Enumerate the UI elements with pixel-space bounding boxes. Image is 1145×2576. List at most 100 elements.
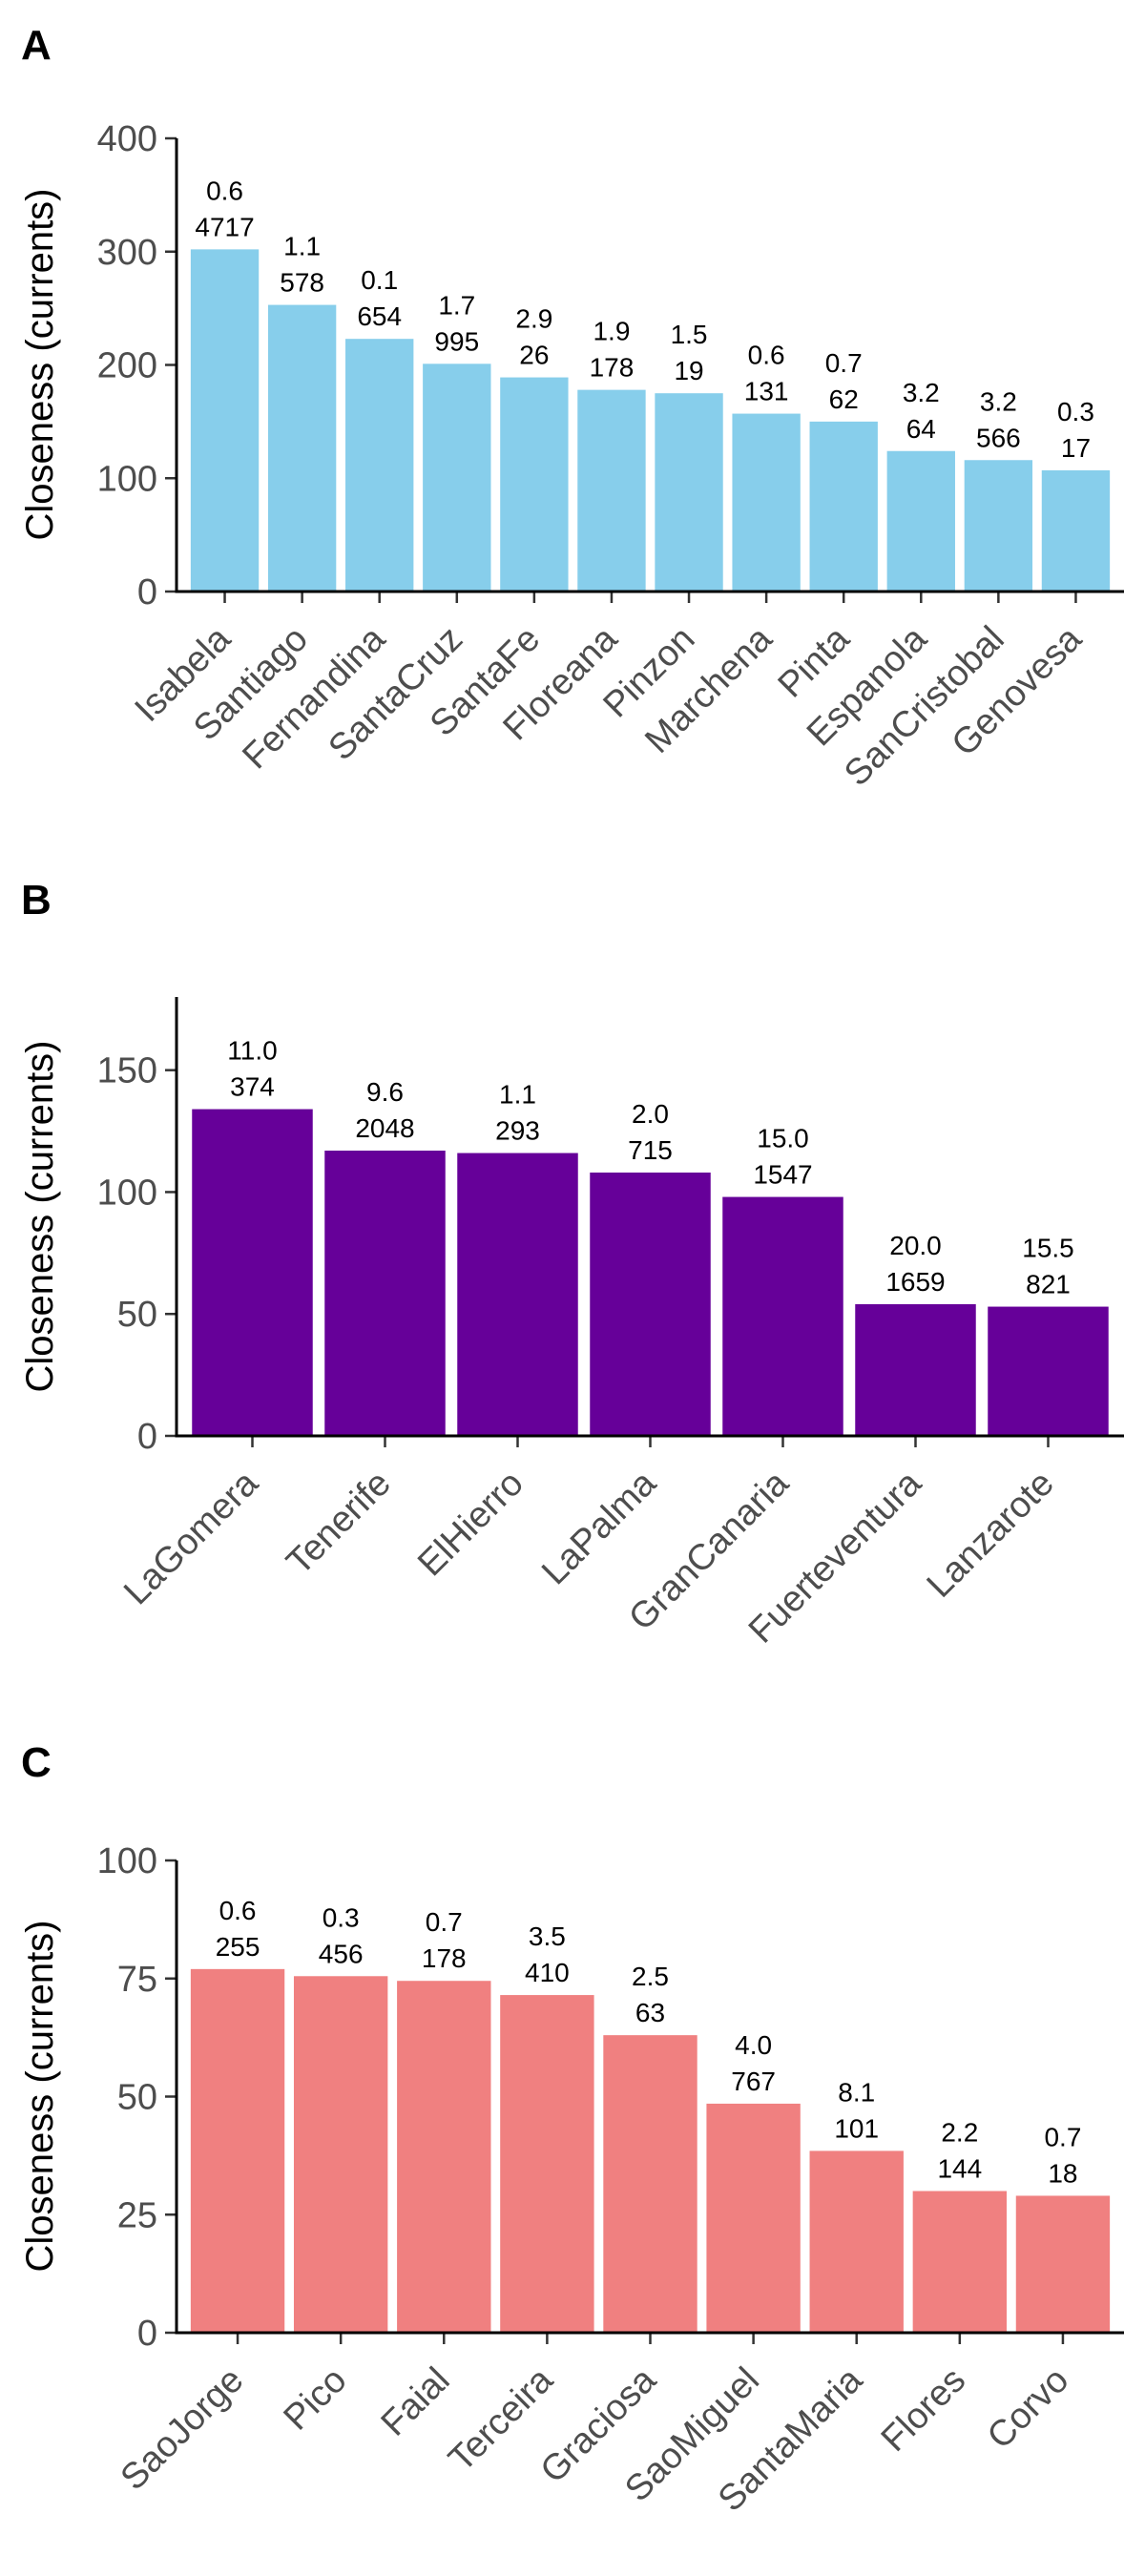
bar-label-top: 1.5	[671, 320, 708, 349]
y-tick-label: 150	[97, 1051, 157, 1091]
bar-label-top: 11.0	[227, 1036, 277, 1066]
bar-label-bottom: 374	[230, 1072, 275, 1102]
x-tick-label: LaGomera	[116, 1463, 266, 1612]
panel-letter: C	[21, 1739, 52, 1786]
bar-label-top: 15.0	[757, 1124, 809, 1153]
bar-label-top: 0.7	[426, 1907, 463, 1937]
bar-label-bottom: 767	[731, 2067, 776, 2096]
x-tick-label: Pico	[277, 2360, 355, 2439]
bar	[345, 339, 414, 592]
y-tick-label: 100	[97, 459, 157, 499]
bar-label-top: 0.6	[748, 341, 785, 370]
bar-label-bottom: 4717	[195, 212, 254, 241]
y-tick-label: 200	[97, 346, 157, 386]
y-tick-label: 0	[137, 2314, 157, 2354]
bar	[809, 421, 878, 592]
bar-label-top: 9.6	[366, 1077, 404, 1107]
bar-label-bottom: 293	[495, 1116, 540, 1146]
bar-label-bottom: 62	[829, 384, 859, 414]
y-tick-label: 0	[137, 1417, 157, 1457]
x-tick-label: Lanzarote	[920, 1464, 1062, 1606]
x-tick-label: Faial	[374, 2360, 458, 2444]
bar-label-bottom: 101	[834, 2113, 879, 2143]
bar	[1041, 469, 1111, 592]
y-tick-label: 400	[97, 119, 157, 159]
bar	[293, 1976, 388, 2333]
bar-label-bottom: 1547	[753, 1160, 812, 1190]
panel-letter: B	[21, 877, 52, 924]
bar-label-top: 0.3	[323, 1902, 360, 1932]
bar-label-bottom: 26	[519, 341, 549, 370]
bar	[912, 2191, 1008, 2333]
x-tick-label: LaPalma	[534, 1463, 664, 1592]
y-tick-label: 100	[97, 1841, 157, 1881]
bar-label-bottom: 178	[422, 1943, 467, 1973]
x-tick-label: Flores	[874, 2360, 973, 2460]
bar	[988, 1306, 1109, 1436]
bar-label-top: 0.7	[825, 348, 863, 378]
bar-label-bottom: 131	[744, 377, 789, 406]
bar	[722, 1196, 843, 1436]
x-tick-label: Tenerife	[280, 1464, 399, 1583]
bar-label-top: 3.2	[980, 386, 1017, 416]
y-tick-label: 50	[117, 2078, 157, 2118]
bar-label-top: 2.0	[632, 1099, 669, 1129]
bar	[397, 1981, 491, 2333]
bar-label-top: 1.1	[499, 1080, 536, 1110]
y-axis-title: Closeness (currents)	[19, 1040, 61, 1392]
y-tick-label: 75	[117, 1960, 157, 2000]
bar-label-top: 0.1	[361, 265, 398, 295]
x-tick-label: Corvo	[980, 2360, 1076, 2457]
bar-label-top: 8.1	[838, 2077, 875, 2107]
bar-label-bottom: 18	[1048, 2158, 1077, 2188]
bar	[706, 2103, 801, 2333]
bar-label-top: 2.5	[632, 1962, 669, 1991]
bar-label-top: 0.6	[206, 176, 243, 205]
panel-b: B 11.0 374 LaGomera 9.6 2048 Tenerife 1.1 293 ElH…	[19, 877, 1124, 1652]
y-axis-title: Closeness (currents)	[19, 1920, 61, 2272]
bar	[655, 393, 723, 592]
bar	[1015, 2195, 1111, 2333]
bar-label-top: 0.3	[1057, 397, 1094, 426]
bar	[809, 2150, 904, 2333]
bar-label-top: 4.0	[735, 2030, 772, 2060]
bar	[267, 304, 337, 592]
bar-label-bottom: 63	[635, 1998, 665, 2027]
bar	[590, 1173, 711, 1436]
bar-label-top: 0.6	[219, 1896, 257, 1925]
bar-label-bottom: 19	[674, 356, 703, 385]
x-tick-label: SaoJorge	[114, 2360, 252, 2499]
bar	[855, 1304, 976, 1436]
bar-label-bottom: 144	[937, 2154, 982, 2184]
bar	[500, 1995, 594, 2333]
bar-label-bottom: 2048	[355, 1113, 414, 1143]
bar	[190, 1968, 285, 2333]
bar	[192, 1109, 313, 1436]
x-tick-label: ElHierro	[410, 1464, 531, 1585]
panel-letter: A	[21, 22, 52, 69]
y-axis-title: Closeness (currents)	[19, 188, 61, 540]
bar-label-bottom: 64	[906, 414, 936, 444]
bar-label-bottom: 456	[319, 1939, 364, 1968]
bar-label-bottom: 1659	[885, 1267, 945, 1297]
bar	[603, 2035, 697, 2333]
bar-label-top: 1.1	[283, 232, 321, 261]
bar-label-top: 0.7	[1044, 2122, 1081, 2151]
y-tick-label: 50	[117, 1295, 157, 1335]
bar-label-bottom: 178	[590, 353, 635, 383]
panel-c: C 0.6 255 SaoJorge 0.3 456 Pico 0.7 178 Faial 3.5 4…	[19, 1739, 1124, 2520]
bar-label-top: 1.7	[438, 290, 475, 320]
bar-label-top: 3.5	[529, 1922, 566, 1951]
bar	[190, 249, 260, 592]
bar-label-top: 15.5	[1022, 1234, 1074, 1263]
bar-label-bottom: 995	[434, 326, 479, 356]
y-tick-label: 300	[97, 233, 157, 273]
bar-label-top: 3.2	[903, 378, 940, 407]
bar	[964, 460, 1033, 592]
bar-label-bottom: 410	[525, 1958, 570, 1987]
bar	[457, 1153, 578, 1436]
bar-label-top: 2.2	[941, 2118, 978, 2148]
bar-label-bottom: 566	[976, 423, 1021, 452]
